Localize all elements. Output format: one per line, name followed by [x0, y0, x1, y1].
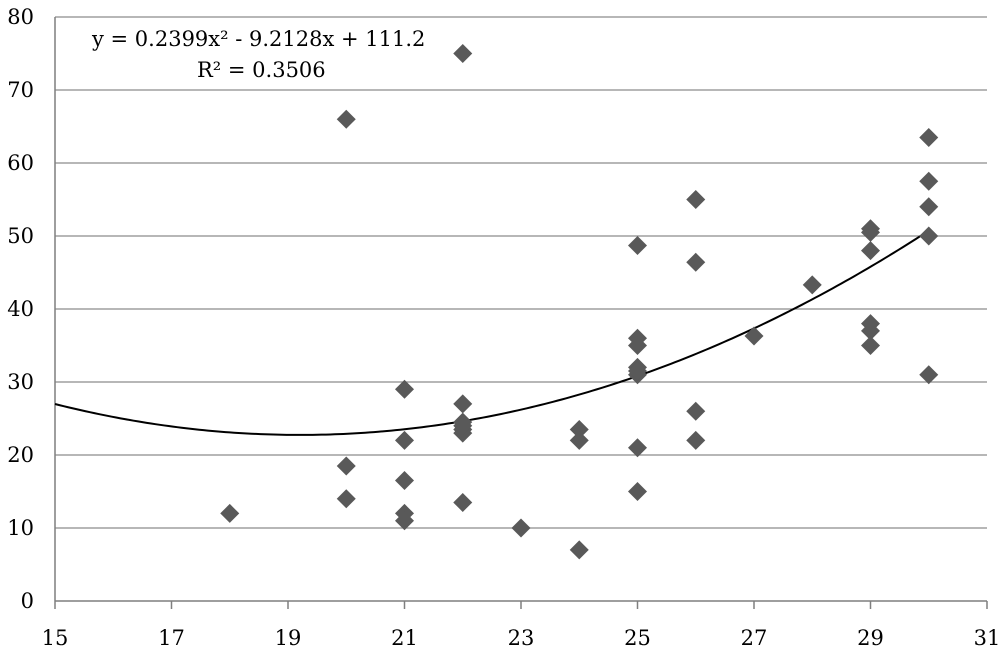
data-point [802, 275, 822, 295]
data-point [220, 503, 240, 523]
data-point [861, 336, 880, 355]
data-point [569, 540, 589, 560]
data-point [628, 482, 647, 501]
data-point [453, 416, 473, 436]
data-point [336, 489, 356, 509]
data-point [395, 379, 414, 399]
data-point [686, 190, 706, 209]
y-tick-label: 0 [21, 589, 34, 613]
x-tick-label: 25 [624, 626, 651, 650]
data-point [628, 361, 647, 381]
x-tick-label: 15 [42, 626, 69, 650]
trendline [54, 229, 930, 436]
x-tick-label: 21 [391, 626, 418, 650]
equation-label: y = 0.2399x² - 9.2128x + 111.2 [91, 27, 425, 51]
data-point [744, 326, 764, 346]
y-tick-label: 70 [7, 78, 34, 102]
data-point [395, 471, 414, 491]
data-point [628, 336, 647, 355]
y-tick-label: 20 [7, 443, 34, 467]
data-point [861, 321, 880, 341]
data-point [686, 252, 706, 272]
y-tick-label: 60 [7, 151, 34, 175]
data-point [919, 365, 939, 385]
x-tick-label: 31 [974, 626, 1000, 650]
gridlines [55, 16, 987, 529]
data-point [395, 511, 414, 531]
axes [54, 17, 988, 609]
data-point [861, 222, 880, 242]
data-point [453, 492, 473, 512]
data-point [569, 419, 589, 439]
trendline-annotation: y = 0.2399x² - 9.2128x + 111.2 R² = 0.35… [91, 27, 425, 82]
data-point [628, 438, 647, 458]
data-point [861, 241, 880, 261]
data-point [919, 127, 939, 147]
x-tick-labels: 15 17 19 21 23 25 27 29 31 [42, 626, 1000, 650]
data-point [686, 401, 706, 421]
x-tick-label: 19 [275, 626, 302, 650]
r-squared-label: R² = 0.3506 [197, 58, 326, 82]
data-point [686, 430, 706, 450]
x-tick-label: 27 [741, 626, 768, 650]
y-tick-label: 50 [7, 224, 34, 248]
data-point [453, 394, 473, 414]
data-point [919, 171, 939, 191]
y-tick-label: 30 [7, 370, 34, 394]
y-tick-label: 40 [7, 297, 34, 321]
trendline-curve [54, 229, 930, 436]
data-point [919, 226, 939, 246]
x-tick-label: 29 [857, 626, 884, 650]
data-points [220, 44, 939, 560]
data-point [395, 430, 414, 450]
data-point [336, 456, 356, 476]
data-point [336, 109, 356, 129]
data-point [511, 518, 531, 538]
data-point [628, 235, 647, 255]
y-tick-label: 80 [7, 5, 34, 29]
data-point [453, 44, 473, 63]
x-tick-label: 17 [158, 626, 185, 650]
y-tick-label: 10 [7, 516, 34, 540]
y-tick-labels: 0 10 20 30 40 50 60 70 80 [7, 5, 34, 613]
x-tick-label: 23 [508, 626, 535, 650]
data-point [919, 197, 939, 217]
data-point [569, 430, 589, 450]
